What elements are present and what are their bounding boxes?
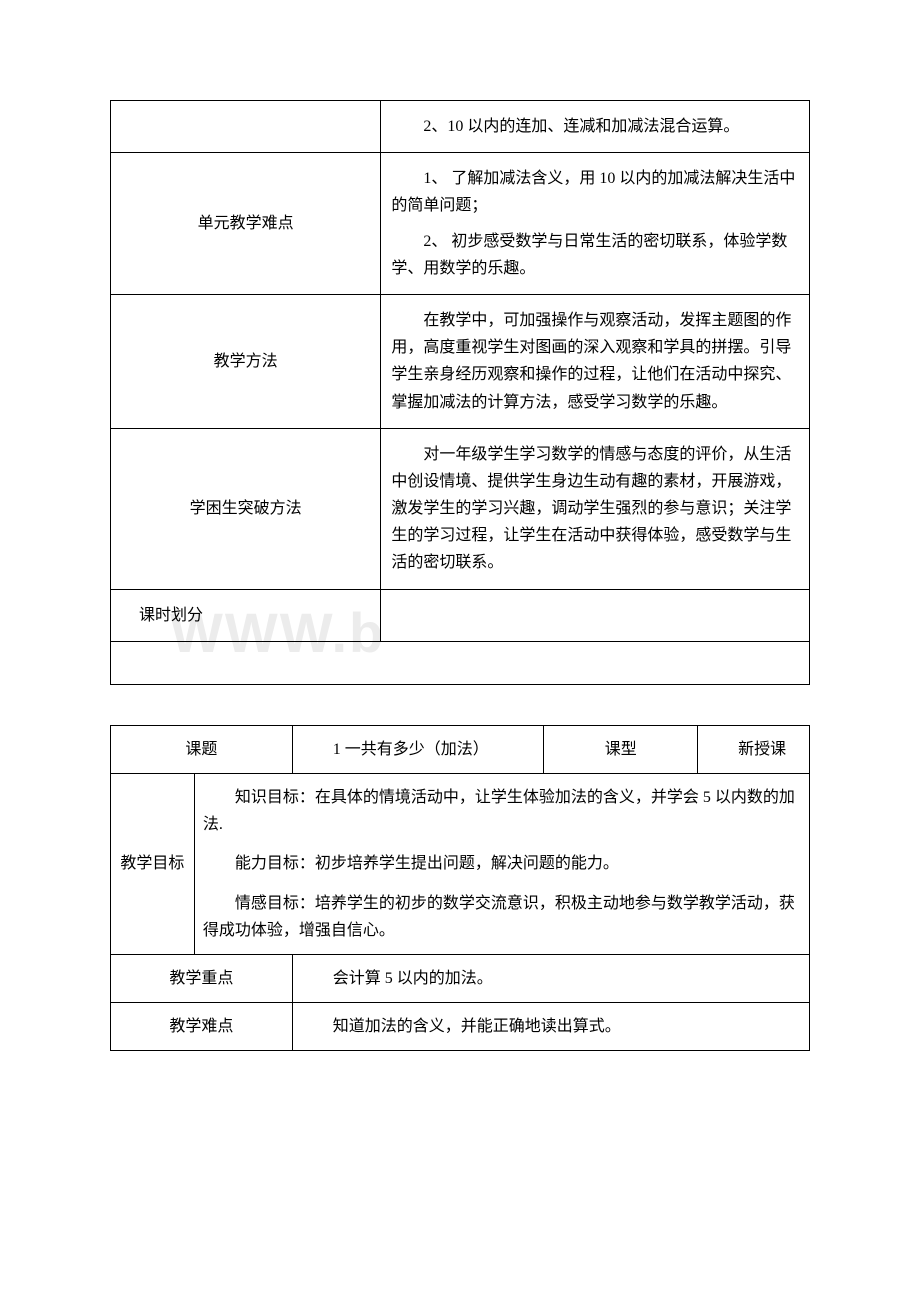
table-gap bbox=[110, 685, 810, 725]
key-content: 会计算 5 以内的加法。 bbox=[292, 954, 809, 1002]
method-label: 教学方法 bbox=[111, 294, 381, 428]
lesson-plan-table: 课题 1 一共有多少（加法） 课型 新授课 教学目标 知识目标：在具体的情境活动… bbox=[110, 725, 810, 1052]
table-row: 单元教学难点 1、 了解加减法含义，用 10 以内的加减法解决生活中的简单问题；… bbox=[111, 153, 810, 295]
hard-content: 知道加法的含义，并能正确地读出算式。 bbox=[292, 1003, 809, 1051]
topic-value: 1 一共有多少（加法） bbox=[292, 725, 544, 773]
difficulty-p2: 2、 初步感受数学与日常生活的密切联系，体验学数学、用数学的乐趣。 bbox=[391, 228, 799, 282]
table-row: 教学方法 在教学中，可加强操作与观察活动，发挥主题图的作用，高度重视学生对图画的… bbox=[111, 294, 810, 428]
goals-p1: 知识目标：在具体的情境活动中，让学生体验加法的含义，并学会 5 以内数的加法. bbox=[203, 784, 801, 838]
method-content: 在教学中，可加强操作与观察活动，发挥主题图的作用，高度重视学生对图画的深入观察和… bbox=[381, 294, 810, 428]
goals-content: 知识目标：在具体的情境活动中，让学生体验加法的含义，并学会 5 以内数的加法. … bbox=[194, 774, 809, 955]
topic-label: 课题 bbox=[111, 725, 293, 773]
key-label: 教学重点 bbox=[111, 954, 293, 1002]
empty-cell bbox=[111, 641, 810, 684]
goals-p2: 能力目标：初步培养学生提出问题，解决问题的能力。 bbox=[203, 850, 801, 877]
row-top-p1: 2、10 以内的连加、连减和加减法混合运算。 bbox=[391, 113, 799, 140]
table-row: 学困生突破方法 对一年级学生学习数学的情感与态度的评价，从生活中创设情境、提供学… bbox=[111, 428, 810, 589]
table-row: 2、10 以内的连加、连减和加减法混合运算。 bbox=[111, 101, 810, 153]
row-top-label bbox=[111, 101, 381, 153]
goals-label: 教学目标 bbox=[111, 774, 195, 955]
row-top-content: 2、10 以内的连加、连减和加减法混合运算。 bbox=[381, 101, 810, 153]
goals-p3: 情感目标：培养学生的初步的数学交流意识，积极主动地参与数学教学活动，获得成功体验… bbox=[203, 890, 801, 944]
table-row-empty bbox=[111, 641, 810, 684]
type-label: 课型 bbox=[544, 725, 698, 773]
type-value: 新授课 bbox=[698, 725, 810, 773]
division-label: 课时划分 bbox=[111, 589, 381, 641]
table-row: 课题 1 一共有多少（加法） 课型 新授课 bbox=[111, 725, 810, 773]
table-row: 教学目标 知识目标：在具体的情境活动中，让学生体验加法的含义，并学会 5 以内数… bbox=[111, 774, 810, 955]
method-p1: 在教学中，可加强操作与观察活动，发挥主题图的作用，高度重视学生对图画的深入观察和… bbox=[391, 307, 799, 416]
unit-plan-table: 2、10 以内的连加、连减和加减法混合运算。 单元教学难点 1、 了解加减法含义… bbox=[110, 100, 810, 685]
difficulty-content: 1、 了解加减法含义，用 10 以内的加减法解决生活中的简单问题； 2、 初步感… bbox=[381, 153, 810, 295]
division-content bbox=[381, 589, 810, 641]
breakthrough-label: 学困生突破方法 bbox=[111, 428, 381, 589]
breakthrough-content: 对一年级学生学习数学的情感与态度的评价，从生活中创设情境、提供学生身边生动有趣的… bbox=[381, 428, 810, 589]
table-row: 教学难点 知道加法的含义，并能正确地读出算式。 bbox=[111, 1003, 810, 1051]
hard-label: 教学难点 bbox=[111, 1003, 293, 1051]
table-row: 课时划分 bbox=[111, 589, 810, 641]
table-row: 教学重点 会计算 5 以内的加法。 bbox=[111, 954, 810, 1002]
breakthrough-p1: 对一年级学生学习数学的情感与态度的评价，从生活中创设情境、提供学生身边生动有趣的… bbox=[391, 441, 799, 577]
difficulty-p1: 1、 了解加减法含义，用 10 以内的加减法解决生活中的简单问题； bbox=[391, 165, 799, 219]
difficulty-label: 单元教学难点 bbox=[111, 153, 381, 295]
